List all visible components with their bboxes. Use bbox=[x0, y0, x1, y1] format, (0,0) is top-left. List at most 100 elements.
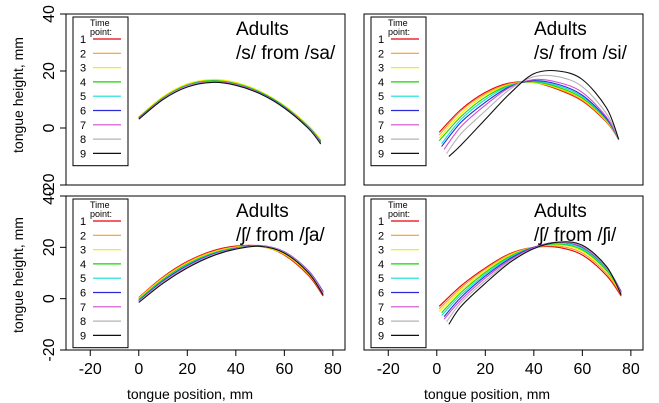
x-axis-label-left: tongue position, mm bbox=[127, 386, 253, 402]
chart-panel-4: -20 0 20 40 60 80 Adults/ʃ/ from /ʃi/Timepoint… bbox=[363, 195, 644, 378]
y-tick-label: 0 bbox=[41, 294, 58, 303]
legend-entry-label: 7 bbox=[378, 302, 384, 314]
series-line-7 bbox=[138, 245, 324, 302]
series-line-2 bbox=[438, 81, 620, 140]
legend-entry-label: 8 bbox=[378, 316, 384, 328]
x-tick-label: 20 bbox=[178, 361, 196, 378]
series-line-9 bbox=[138, 81, 322, 145]
series-line-7 bbox=[443, 241, 622, 320]
plot-frame bbox=[363, 13, 644, 186]
series-line-5 bbox=[441, 80, 620, 145]
legend-entry-label: 1 bbox=[80, 216, 86, 228]
series-line-9 bbox=[448, 69, 620, 157]
legend-box bbox=[72, 16, 129, 167]
chart-panel-3: -20 0 20 40 -20 0 20 40 60 80 Adults/ʃ/ from /ʃa/T… bbox=[41, 187, 346, 378]
plot-frame bbox=[65, 195, 346, 351]
legend-entry-label: 2 bbox=[378, 48, 384, 60]
y-axis-label-bottom: tongue height, mm bbox=[10, 217, 26, 333]
legend-entry-label: 7 bbox=[80, 302, 86, 314]
panel-title-line1: Adults bbox=[534, 201, 587, 222]
panel-title-line2: /s/ from /sa/ bbox=[236, 43, 336, 64]
legend-entry-label: 5 bbox=[378, 91, 384, 103]
legend-entry-label: 4 bbox=[80, 77, 86, 89]
legend-entry-label: 7 bbox=[378, 120, 384, 132]
panel-title-line1: Adults bbox=[534, 19, 587, 40]
x-tick-label: 80 bbox=[324, 361, 342, 378]
legend-title-line2: point: bbox=[90, 27, 112, 37]
legend-entry-label: 3 bbox=[378, 63, 384, 75]
legend-entry-label: 4 bbox=[378, 259, 384, 271]
x-tick-label: 40 bbox=[227, 361, 245, 378]
legend-entry-label: 7 bbox=[80, 120, 86, 132]
legend-entry-label: 8 bbox=[80, 134, 86, 146]
series-line-1 bbox=[138, 80, 322, 142]
series-line-9 bbox=[138, 245, 324, 303]
legend-entry-label: 8 bbox=[378, 134, 384, 146]
legend-title-line1: Time bbox=[388, 200, 408, 210]
legend-entry-label: 4 bbox=[378, 77, 384, 89]
legend-title-line2: point: bbox=[90, 209, 112, 219]
series-line-3 bbox=[138, 245, 324, 300]
series-line-3 bbox=[138, 78, 322, 141]
series-line-5 bbox=[138, 245, 324, 301]
legend-entry-label: 1 bbox=[80, 34, 86, 46]
x-tick-label: 40 bbox=[525, 361, 543, 378]
x-tick-label: 0 bbox=[134, 361, 143, 378]
series-line-8 bbox=[446, 74, 620, 155]
plot-frame bbox=[65, 13, 346, 186]
panel-title-line2: /ʃ/ from /ʃa/ bbox=[236, 225, 325, 246]
legend-entry-label: 2 bbox=[80, 230, 86, 242]
legend-box bbox=[72, 198, 129, 349]
x-tick-label: -20 bbox=[79, 361, 102, 378]
legend-entry-label: 2 bbox=[80, 48, 86, 60]
series-line-5 bbox=[138, 80, 322, 143]
x-tick-label: 60 bbox=[573, 361, 591, 378]
legend-entry-label: 9 bbox=[378, 330, 384, 342]
x-axis-label-right: tongue position, mm bbox=[424, 386, 550, 402]
legend-entry-label: 3 bbox=[80, 63, 86, 75]
legend-entry-label: 6 bbox=[378, 106, 384, 118]
legend-box bbox=[370, 16, 427, 167]
series-line-1 bbox=[138, 244, 324, 298]
series-line-3 bbox=[438, 81, 620, 140]
legend-entry-label: 8 bbox=[80, 316, 86, 328]
panel-title-line2: /ʃ/ from /ʃi/ bbox=[534, 225, 617, 246]
x-tick-label: 80 bbox=[622, 361, 640, 378]
x-tick-label: -20 bbox=[377, 361, 400, 378]
legend-entry-label: 3 bbox=[378, 245, 384, 257]
y-tick-label: 0 bbox=[41, 123, 58, 132]
series-line-4 bbox=[138, 245, 324, 300]
plot-frame bbox=[363, 195, 644, 351]
legend-title-line1: Time bbox=[90, 200, 110, 210]
legend-entry-label: 3 bbox=[80, 245, 86, 257]
panel-title-line1: Adults bbox=[236, 201, 289, 222]
series-line-2 bbox=[138, 245, 324, 299]
legend-entry-label: 9 bbox=[80, 330, 86, 342]
legend-title-line1: Time bbox=[90, 18, 110, 28]
series-line-7 bbox=[443, 78, 620, 150]
legend-entry-label: 5 bbox=[80, 273, 86, 285]
series-line-6 bbox=[138, 244, 324, 302]
legend-entry-label: 5 bbox=[80, 91, 86, 103]
series-line-9 bbox=[448, 241, 622, 325]
legend-title-line2: point: bbox=[388, 27, 410, 37]
x-tick-label: 20 bbox=[476, 361, 494, 378]
legend-entry-label: 4 bbox=[80, 259, 86, 271]
legend-entry-label: 5 bbox=[378, 273, 384, 285]
y-axis-label-top: tongue height, mm bbox=[10, 37, 26, 153]
legend-title-line1: Time bbox=[388, 18, 408, 28]
series-line-1 bbox=[438, 81, 620, 140]
y-tick-label: -20 bbox=[41, 173, 58, 196]
series-line-4 bbox=[138, 80, 322, 142]
legend-entry-label: 1 bbox=[378, 216, 384, 228]
legend-entry-label: 6 bbox=[80, 106, 86, 118]
panel-title-line2: /s/ from /si/ bbox=[534, 43, 628, 64]
series-line-2 bbox=[138, 79, 322, 141]
legend-entry-label: 9 bbox=[80, 148, 86, 160]
legend-box bbox=[370, 198, 427, 349]
panel-title-line1: Adults bbox=[236, 19, 289, 40]
series-line-4 bbox=[438, 81, 620, 142]
x-tick-label: 60 bbox=[275, 361, 293, 378]
